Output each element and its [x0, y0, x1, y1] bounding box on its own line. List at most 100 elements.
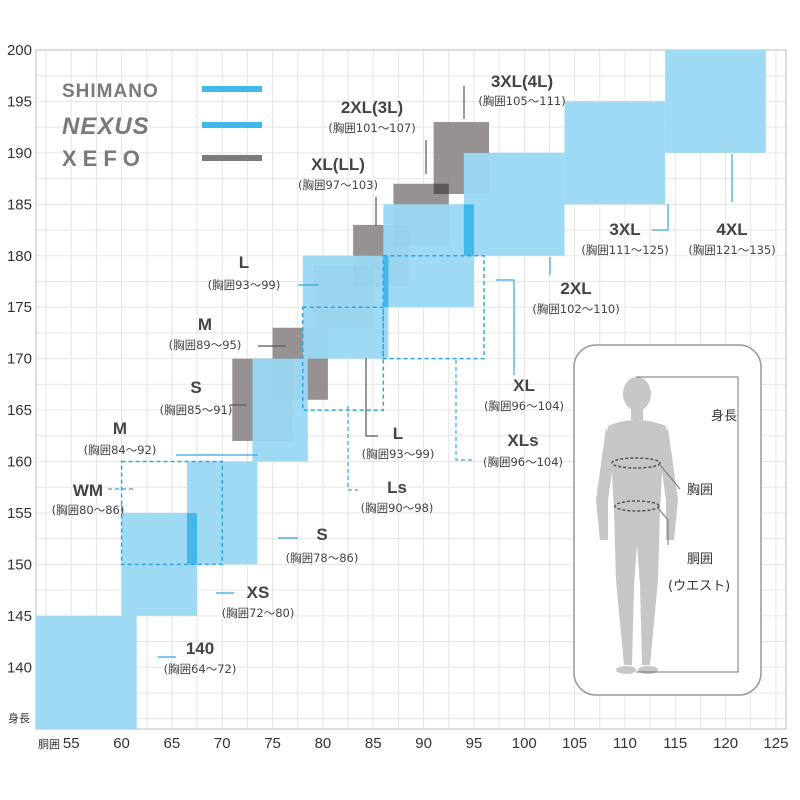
x-tick-label: 85 [365, 735, 382, 752]
figure-waist-sub-label: (ウエスト) [668, 579, 730, 594]
x-tick-label: 125 [763, 735, 788, 752]
axis-ticks: 55 60 65 70 75 80 85 90 95 100 105 110 115 120 1251401… [7, 42, 788, 752]
y-tick-label: 140 [7, 659, 32, 676]
chest-label-shimano-L: (胸囲93〜99) [208, 278, 281, 292]
chest-label-shimano-XL: (胸囲96〜104) [484, 399, 564, 413]
shimano-overlap [383, 255, 389, 308]
chest-label-shimano-XS: (胸囲72〜80) [222, 606, 295, 620]
chest-label-nexus-WM: (胸囲80〜86) [52, 503, 125, 517]
size-label-shimano-4XL: 4XL [716, 220, 747, 239]
x-tick-label: 100 [512, 735, 537, 752]
chest-label-xefo-L: (胸囲93〜99) [362, 447, 435, 461]
size-label-shimano-3XL: 3XL [609, 220, 640, 239]
x-axis-name: 胴囲 [38, 738, 60, 751]
x-tick-label: 110 [613, 735, 637, 752]
leader-shimano-XL [496, 279, 515, 375]
y-tick-label: 170 [7, 351, 32, 368]
legend: SHIMANO NEXUS XEFO [62, 81, 262, 171]
x-tick-label: 70 [214, 735, 231, 752]
chest-label-shimano-4XL: (胸囲121〜135) [688, 243, 775, 257]
x-tick-label: 65 [164, 735, 181, 752]
height-bracket [636, 376, 739, 673]
x-tick-label: 105 [562, 735, 587, 752]
body-figure-inset: 身長 胸囲 胴囲 (ウエスト) [573, 344, 762, 696]
chest-ring [611, 457, 661, 469]
x-tick-label: 55 [63, 735, 80, 752]
y-tick-label: 180 [7, 248, 32, 265]
leader-nexus-Ls [347, 406, 358, 491]
leader-nexus-XLs [455, 360, 472, 461]
size-label-xefo-M: M [198, 315, 212, 334]
y-axis-name: 身長 [8, 711, 30, 725]
nexus-boxes [120, 255, 485, 566]
shimano-box-2XL [463, 152, 565, 256]
shimano-box-S [187, 461, 258, 565]
waist-ring [614, 500, 660, 512]
shimano-box-4XL [665, 50, 766, 153]
chest-label-shimano-2XL: (胸囲102〜110) [532, 302, 619, 316]
x-tick-label: 115 [663, 735, 687, 752]
x-tick-label: 95 [466, 735, 483, 752]
y-tick-label: 190 [7, 145, 32, 162]
nexus-box-Ls [302, 306, 385, 411]
chest-label-xefo-S: (胸囲85〜91) [160, 403, 233, 417]
y-tick-label: 150 [7, 556, 32, 573]
y-tick-label: 155 [7, 505, 32, 522]
size-label-xefo-L: L [393, 424, 403, 443]
nexus-box-WM [120, 460, 223, 566]
size-label-nexus-XLs: XLs [507, 431, 538, 450]
size-label-shimano-M: M [113, 419, 127, 438]
xefo-overlap [433, 183, 449, 195]
chest-label-xefo-XL(LL): (胸囲97〜103) [298, 178, 378, 192]
shimano-box-140 [36, 615, 137, 729]
label-leader-lines [108, 86, 733, 658]
x-tick-label: 80 [315, 735, 332, 752]
size-label-shimano-L: L [239, 253, 249, 272]
leader-shimano-3XL [652, 204, 669, 231]
chest-label-shimano-140: (胸囲64〜72) [164, 662, 237, 676]
leader-xefo-L [365, 358, 378, 437]
nexus-box-XLs [382, 255, 485, 360]
size-label-xefo-XL(LL): XL(LL) [311, 155, 365, 174]
size-label-shimano-S: S [316, 525, 327, 544]
figure-waist-label: 胴囲 [687, 552, 713, 567]
size-label-xefo-3XL(4L): 3XL(4L) [491, 72, 553, 91]
waist-leader [657, 507, 669, 521]
size-label-shimano-XS: XS [247, 583, 270, 602]
size-labels: 140 (胸囲64〜72) XS (胸囲72〜80) S (胸囲78〜86) M (胸囲84〜… [52, 72, 776, 676]
x-tick-label: 90 [415, 735, 432, 752]
legend-nexus-label: NEXUS [62, 113, 150, 140]
y-tick-label: 195 [7, 93, 32, 110]
chest-label-shimano-S: (胸囲78〜86) [286, 551, 359, 565]
shimano-box-M [252, 358, 308, 462]
size-label-nexus-Ls: Ls [387, 478, 407, 497]
y-tick-label: 175 [7, 299, 32, 316]
chest-label-shimano-M: (胸囲84〜92) [84, 443, 157, 457]
shimano-overlap [187, 512, 198, 565]
chest-label-xefo-2XL(3L): (胸囲101〜107) [328, 121, 415, 135]
x-tick-label: 120 [713, 735, 738, 752]
figure-chest-label: 胸囲 [687, 483, 713, 498]
shimano-overlap [463, 204, 474, 256]
size-label-nexus-WM: WM [73, 481, 103, 500]
chest-label-xefo-3XL(4L): (胸囲105〜111) [478, 94, 565, 108]
size-label-shimano-2XL: 2XL [560, 279, 591, 298]
y-tick-label: 160 [7, 454, 32, 471]
chest-label-nexus-XLs: (胸囲96〜104) [483, 455, 563, 469]
size-label-shimano-140: 140 [186, 639, 214, 658]
human-figure-icon [596, 377, 678, 674]
size-label-shimano-XL: XL [513, 376, 535, 395]
figure-height-label: 身長 [711, 408, 737, 424]
x-tick-label: 75 [264, 735, 281, 752]
y-tick-label: 200 [7, 42, 32, 59]
y-tick-label: 185 [7, 196, 32, 213]
shimano-box-3XL [564, 101, 666, 205]
size-label-xefo-2XL(3L): 2XL(3L) [341, 98, 403, 117]
x-tick-label: 60 [113, 735, 130, 752]
chest-label-shimano-3XL: (胸囲111〜125) [581, 243, 668, 257]
size-label-xefo-S: S [190, 378, 201, 397]
chest-label-nexus-Ls: (胸囲90〜98) [361, 501, 434, 515]
y-tick-label: 145 [7, 608, 32, 625]
chest-label-xefo-M: (胸囲89〜95) [169, 338, 242, 352]
